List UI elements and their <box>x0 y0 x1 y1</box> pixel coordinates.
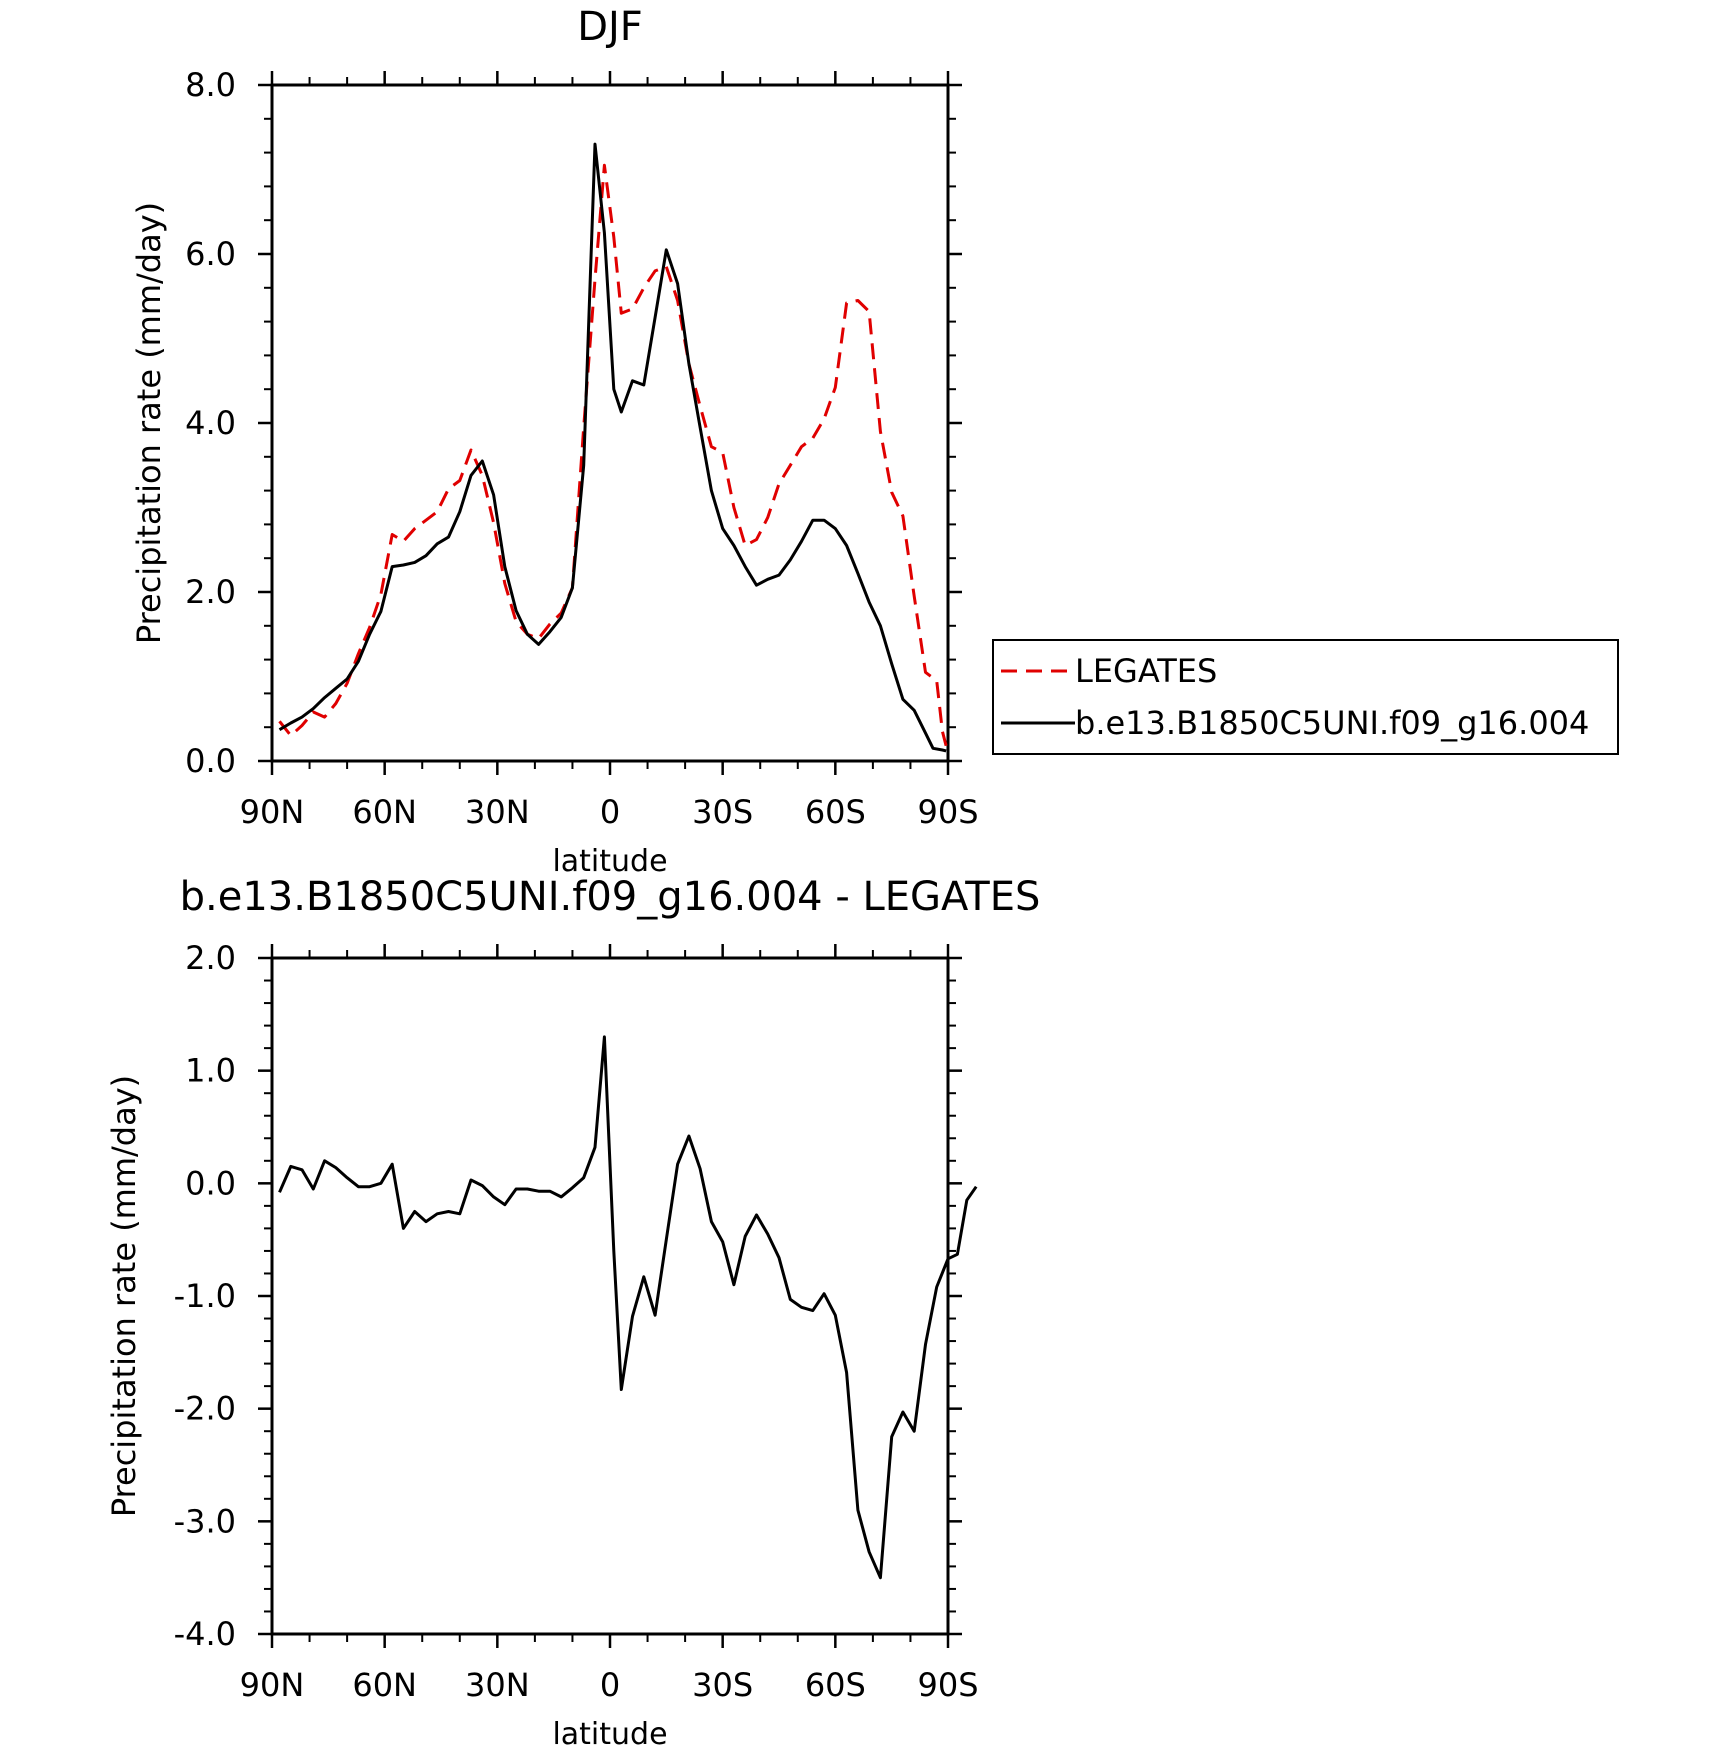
y-tick-label: -1.0 <box>174 1277 236 1315</box>
x-tick-label: 90N <box>240 1666 305 1704</box>
x-tick-label: 30S <box>692 1666 753 1704</box>
x-tick-label: 30S <box>692 793 753 831</box>
y-tick-label: -3.0 <box>174 1502 236 1540</box>
x-axis-label: latitude <box>552 844 667 879</box>
y-tick-label: 2.0 <box>185 939 236 977</box>
x-tick-label: 90S <box>917 1666 978 1704</box>
difference-series-line <box>278 1035 978 1580</box>
y-tick-label: 0.0 <box>185 742 236 780</box>
x-tick-label: 60S <box>805 1666 866 1704</box>
chart-title: b.e13.B1850C5UNI.f09_g16.004 - LEGATES <box>180 874 1041 920</box>
y-axis-label: Precipitation rate (mm/day) <box>105 1075 143 1517</box>
x-tick-label: 0 <box>600 793 620 831</box>
y-tick-label: 6.0 <box>185 235 236 273</box>
y-tick-label: -4.0 <box>174 1615 236 1653</box>
y-tick-label: 4.0 <box>185 404 236 442</box>
x-tick-label: 90S <box>917 793 978 831</box>
x-tick-label: 0 <box>600 1666 620 1704</box>
series-line-legates <box>278 163 948 747</box>
y-tick-label: 8.0 <box>185 66 236 104</box>
x-tick-label: 60S <box>805 793 866 831</box>
y-tick-label: 2.0 <box>185 573 236 611</box>
x-tick-label: 30N <box>465 1666 530 1704</box>
x-tick-label: 30N <box>465 793 530 831</box>
x-tick-label: 60N <box>352 793 417 831</box>
y-tick-label: 1.0 <box>185 1052 236 1090</box>
legend-box <box>992 639 1619 755</box>
plot-frame <box>270 83 950 763</box>
y-tick-label: 0.0 <box>185 1164 236 1202</box>
y-axis-label: Precipitation rate (mm/day) <box>130 202 168 644</box>
x-tick-label: 90N <box>240 793 305 831</box>
chart-title: DJF <box>577 4 643 50</box>
legend-label: LEGATES <box>1075 652 1217 690</box>
y-tick-label: -2.0 <box>174 1390 236 1428</box>
x-tick-label: 60N <box>352 1666 417 1704</box>
legend-label: b.e13.B1850C5UNI.f09_g16.004 <box>1075 704 1589 742</box>
plot-frame <box>270 956 950 1636</box>
series-line-b-e13-b1850c5uni-f09-g16-004 <box>278 142 947 753</box>
x-axis-label: latitude <box>552 1717 667 1745</box>
